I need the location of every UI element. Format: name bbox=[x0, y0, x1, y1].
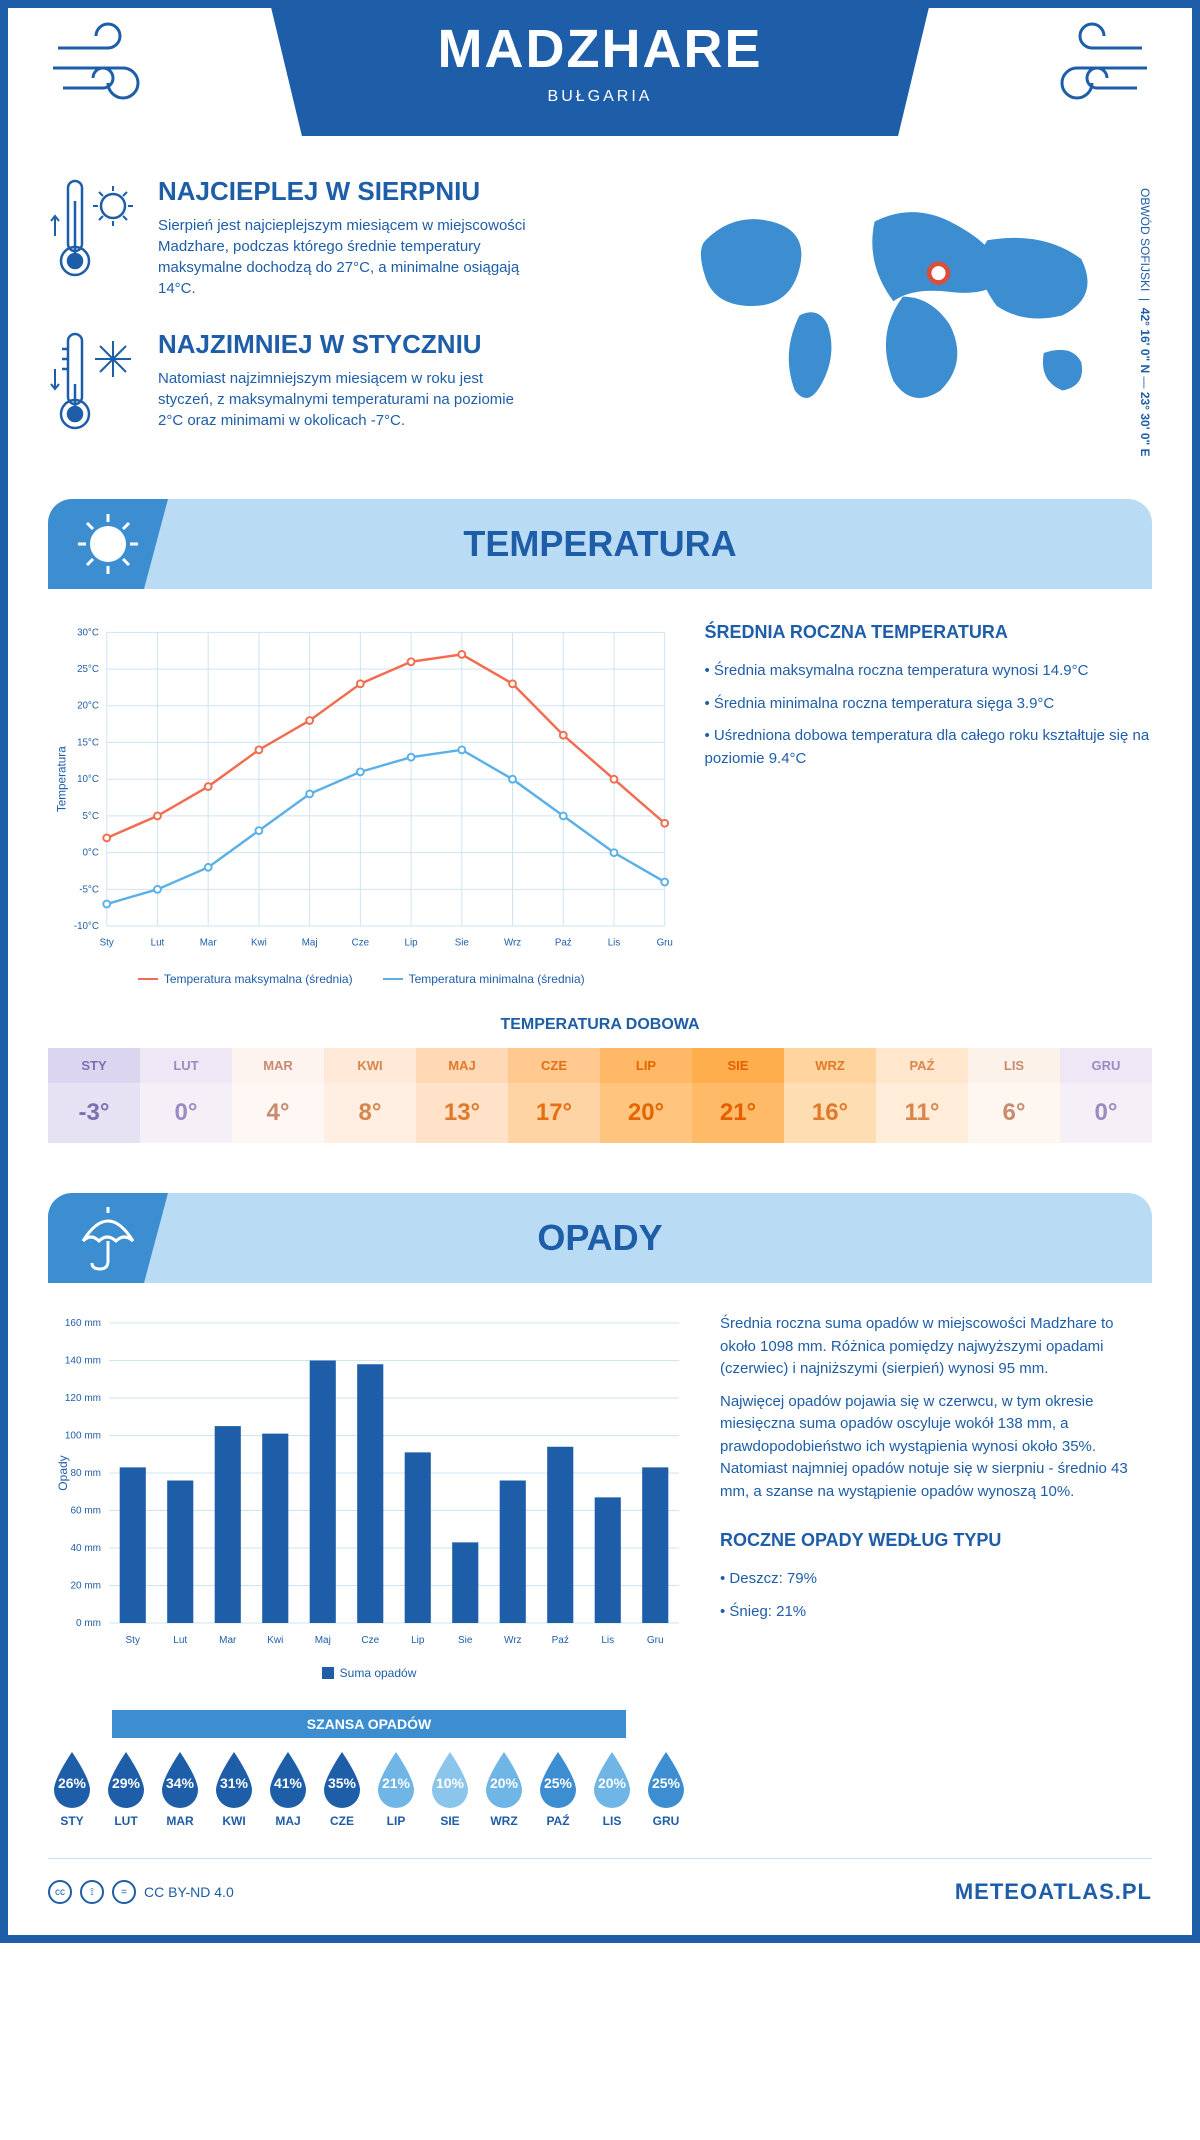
svg-text:Maj: Maj bbox=[302, 938, 318, 949]
svg-text:Cze: Cze bbox=[352, 938, 369, 949]
cc-by-icon: ⟟ bbox=[80, 1880, 104, 1904]
svg-text:Lut: Lut bbox=[173, 1635, 187, 1646]
svg-text:Wrz: Wrz bbox=[504, 938, 521, 949]
svg-text:Paź: Paź bbox=[555, 938, 572, 949]
daily-temp-title: TEMPERATURA DOBOWA bbox=[48, 1016, 1152, 1034]
wind-icon bbox=[48, 18, 168, 108]
svg-text:160 mm: 160 mm bbox=[65, 1318, 101, 1329]
svg-text:80 mm: 80 mm bbox=[70, 1468, 101, 1479]
temperature-line-chart: -10°C -5°C 0°C 5°C 10°C 15°C 20°C 25°C 30°C Sty Lu… bbox=[48, 619, 675, 959]
svg-text:Lut: Lut bbox=[151, 938, 165, 949]
svg-text:Maj: Maj bbox=[315, 1635, 331, 1646]
temp-chart-legend: Temperatura maksymalna (średnia) Tempera… bbox=[48, 972, 675, 986]
fact-hot-text: Sierpień jest najcieplejszym miesiącem w… bbox=[158, 215, 538, 299]
svg-text:Gru: Gru bbox=[647, 1635, 664, 1646]
svg-text:15°C: 15°C bbox=[77, 737, 99, 748]
precip-chart-legend: Suma opadów bbox=[48, 1666, 690, 1680]
header-banner: MADZHARE BUŁGARIA bbox=[269, 0, 931, 136]
country-name: BUŁGARIA bbox=[269, 88, 931, 106]
city-name: MADZHARE bbox=[269, 18, 931, 80]
svg-text:Kwi: Kwi bbox=[251, 938, 267, 949]
svg-text:30°C: 30°C bbox=[77, 627, 99, 638]
svg-text:0°C: 0°C bbox=[83, 848, 99, 859]
svg-text:20°C: 20°C bbox=[77, 701, 99, 712]
svg-text:Mar: Mar bbox=[200, 938, 218, 949]
brand: METEOATLAS.PL bbox=[955, 1879, 1152, 1905]
svg-text:Opady: Opady bbox=[56, 1455, 70, 1490]
daily-temp-table: STYLUTMARKWIMAJCZELIPSIEWRZPAŹLISGRU-3°0… bbox=[48, 1048, 1152, 1143]
svg-text:Lip: Lip bbox=[405, 938, 419, 949]
svg-text:Sie: Sie bbox=[455, 938, 469, 949]
sun-icon bbox=[73, 509, 143, 579]
thermometer-cold-icon bbox=[48, 329, 138, 439]
svg-text:40 mm: 40 mm bbox=[70, 1543, 101, 1554]
precip-chance-block: SZANSA OPADÓW 26%STY29%LUT34%MAR31%KWI41… bbox=[48, 1710, 690, 1828]
fact-hot-title: NAJCIEPLEJ W SIERPNIU bbox=[158, 176, 538, 207]
section-temperature-header: TEMPERATURA bbox=[48, 499, 1152, 589]
svg-text:0 mm: 0 mm bbox=[76, 1618, 101, 1629]
svg-text:5°C: 5°C bbox=[83, 811, 99, 822]
thermometer-hot-icon bbox=[48, 176, 138, 286]
fact-cold-title: NAJZIMNIEJ W STYCZNIU bbox=[158, 329, 538, 360]
svg-text:-10°C: -10°C bbox=[74, 921, 99, 932]
precip-bar-chart: 0 mm 20 mm 40 mm 60 mm 80 mm 100 mm 120 mm 140 … bbox=[48, 1313, 690, 1653]
svg-text:Paź: Paź bbox=[552, 1635, 569, 1646]
world-map bbox=[668, 176, 1138, 436]
svg-text:25°C: 25°C bbox=[77, 664, 99, 675]
section-temperature-title: TEMPERATURA bbox=[168, 523, 1032, 565]
facts-block: NAJCIEPLEJ W SIERPNIU Sierpień jest najc… bbox=[48, 176, 628, 469]
svg-text:120 mm: 120 mm bbox=[65, 1393, 101, 1404]
section-precip-title: OPADY bbox=[168, 1217, 1032, 1259]
svg-text:Lis: Lis bbox=[608, 938, 621, 949]
svg-text:Gru: Gru bbox=[657, 938, 673, 949]
svg-text:10°C: 10°C bbox=[77, 774, 99, 785]
svg-text:Mar: Mar bbox=[219, 1635, 237, 1646]
cc-nd-icon: = bbox=[112, 1880, 136, 1904]
precip-side-text: Średnia roczna suma opadów w miejscowośc… bbox=[720, 1313, 1152, 1828]
svg-text:-5°C: -5°C bbox=[79, 884, 99, 895]
footer: cc ⟟ = CC BY-ND 4.0 METEOATLAS.PL bbox=[48, 1858, 1152, 1915]
svg-text:Sty: Sty bbox=[126, 1635, 140, 1646]
section-precip-header: OPADY bbox=[48, 1193, 1152, 1283]
cc-icon: cc bbox=[48, 1880, 72, 1904]
svg-text:Lip: Lip bbox=[411, 1635, 425, 1646]
svg-text:140 mm: 140 mm bbox=[65, 1356, 101, 1367]
svg-text:Cze: Cze bbox=[361, 1635, 379, 1646]
temp-side-text: ŚREDNIA ROCZNA TEMPERATURA • Średnia mak… bbox=[705, 619, 1153, 986]
svg-text:Sty: Sty bbox=[100, 938, 114, 949]
umbrella-icon bbox=[73, 1203, 143, 1273]
svg-text:Lis: Lis bbox=[601, 1635, 614, 1646]
coordinates: OBWÓD SOFIJSKI | 42° 16' 0" N — 23° 30' … bbox=[1138, 176, 1152, 469]
svg-text:100 mm: 100 mm bbox=[65, 1431, 101, 1442]
wind-icon bbox=[1032, 18, 1152, 108]
svg-text:Kwi: Kwi bbox=[267, 1635, 283, 1646]
svg-text:Sie: Sie bbox=[458, 1635, 473, 1646]
svg-text:20 mm: 20 mm bbox=[70, 1581, 101, 1592]
svg-text:Wrz: Wrz bbox=[504, 1635, 522, 1646]
svg-text:60 mm: 60 mm bbox=[70, 1506, 101, 1517]
svg-text:Temperatura: Temperatura bbox=[56, 746, 69, 812]
fact-cold-text: Natomiast najzimniejszym miesiącem w rok… bbox=[158, 368, 538, 431]
